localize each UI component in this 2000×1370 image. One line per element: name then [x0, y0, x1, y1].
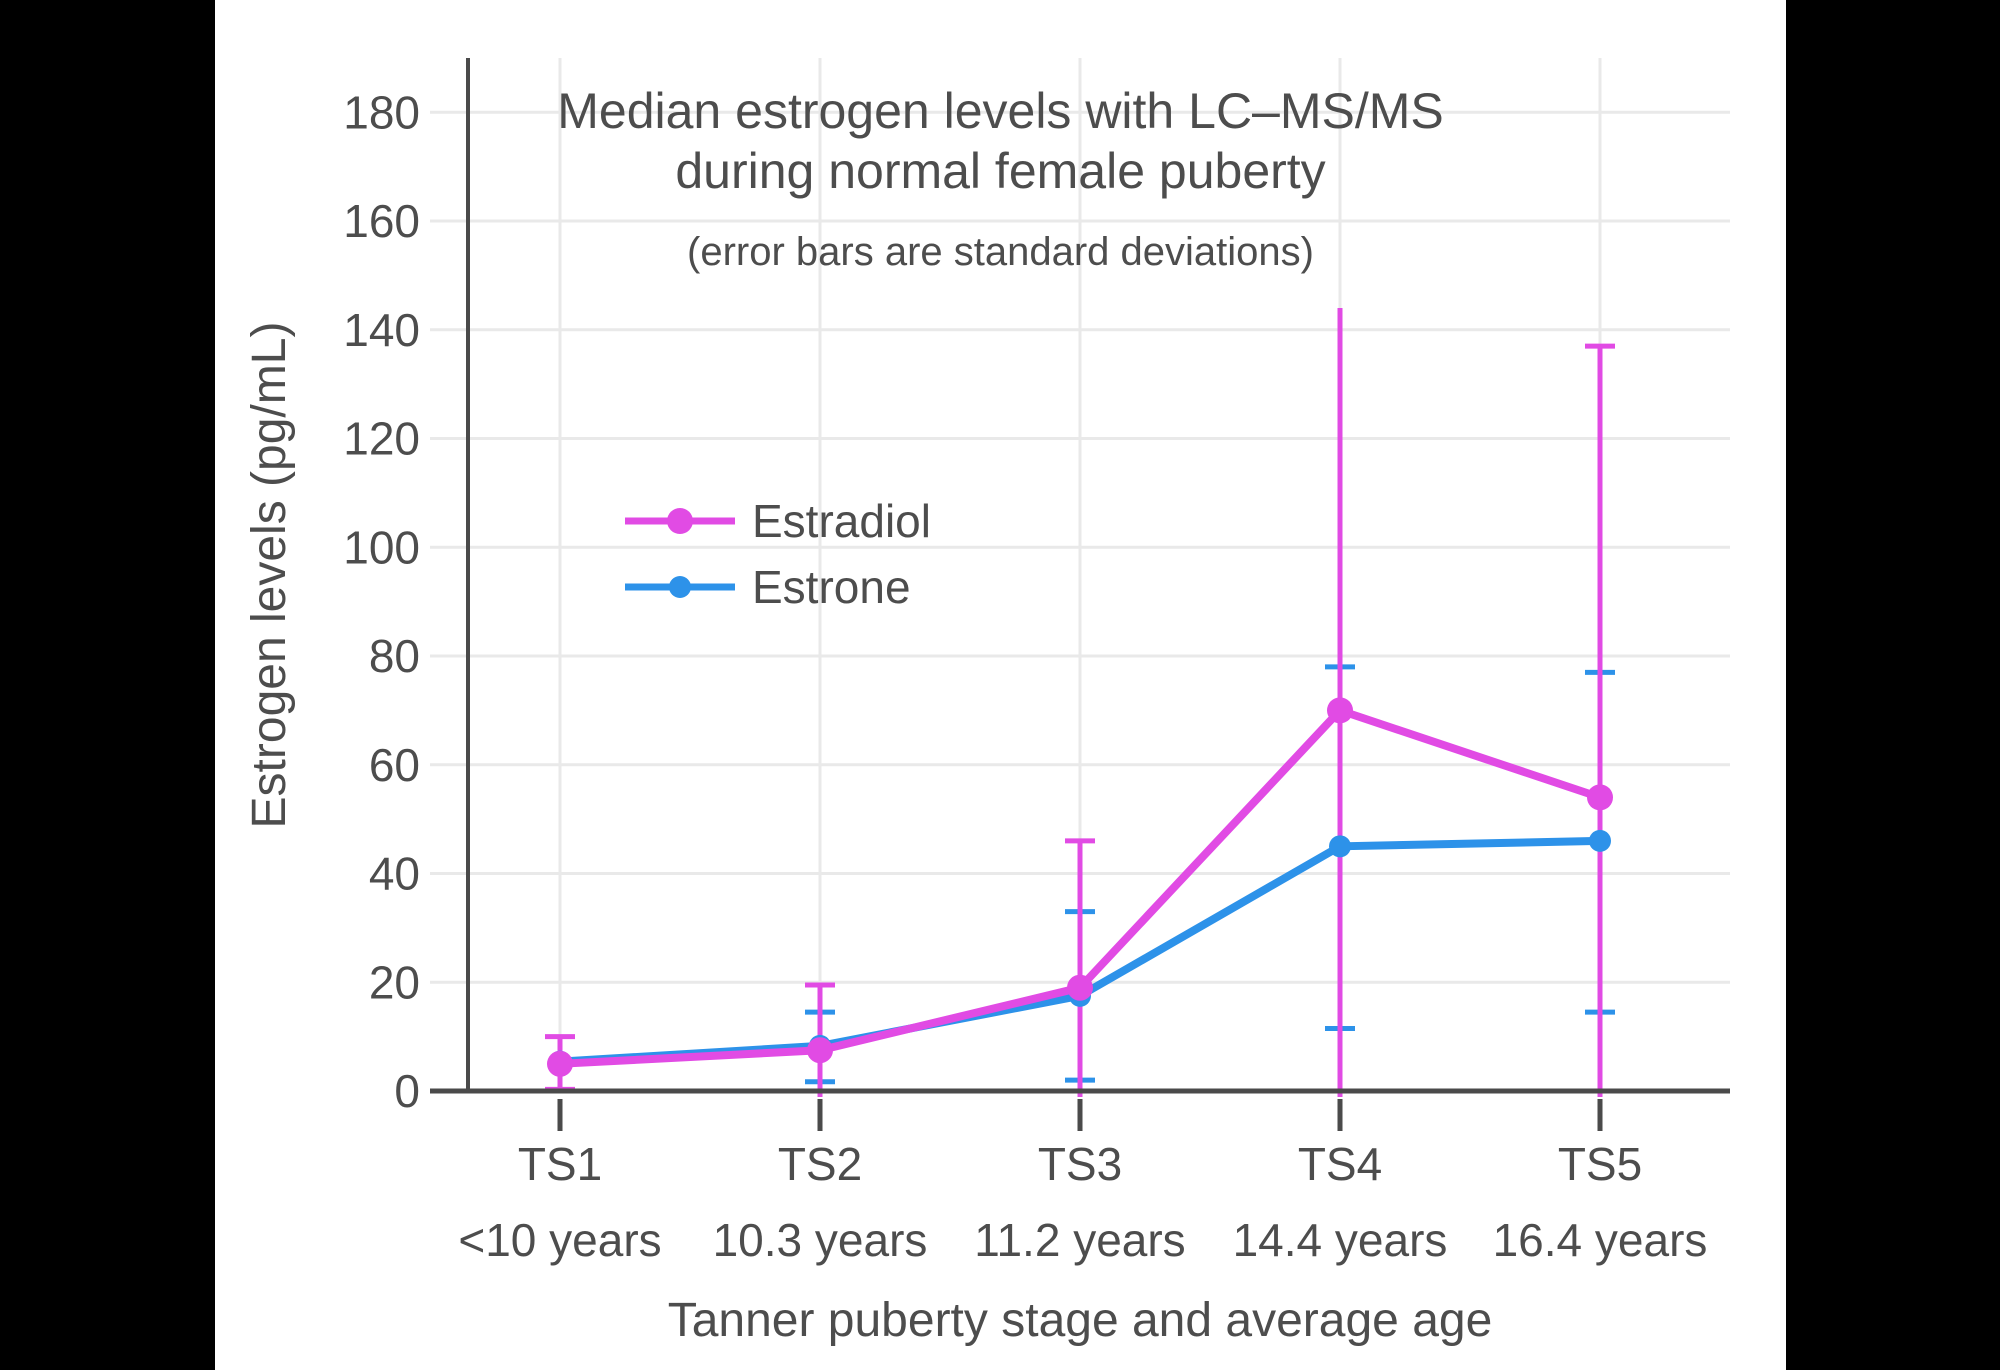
- data-point-estradiol-TS5: [1587, 784, 1613, 811]
- data-point-estradiol-TS3: [1067, 974, 1093, 1001]
- y-tick-label-180: 180: [343, 86, 420, 138]
- y-tick-label-160: 160: [343, 195, 420, 247]
- x-sublabel-TS2: 10.3 years: [713, 1214, 928, 1266]
- legend-marker-estrone: [669, 576, 691, 598]
- y-tick-label-100: 100: [343, 521, 420, 573]
- x-sublabel-TS3: 11.2 years: [974, 1214, 1185, 1266]
- x-sublabel-TS4: 14.4 years: [1233, 1214, 1448, 1266]
- y-tick-label-40: 40: [369, 848, 420, 900]
- chart-subtitle: (error bars are standard deviations): [687, 230, 1314, 274]
- y-tick-label-120: 120: [343, 413, 420, 465]
- legend-item-estradiol: [625, 508, 735, 534]
- legend-marker-estradiol: [667, 508, 693, 534]
- x-tick-label-TS4: TS4: [1298, 1138, 1382, 1190]
- x-axis-title: Tanner puberty stage and average age: [668, 1294, 1493, 1347]
- chart-title: Median estrogen levels with LC–MS/MS: [557, 83, 1444, 139]
- data-point-estradiol-TS4: [1327, 697, 1353, 724]
- data-point-estradiol-TS2: [807, 1037, 833, 1064]
- x-tick-label-TS5: TS5: [1558, 1138, 1642, 1190]
- chart-canvas: 0 20 40 60 80 100 120 140 160 180 TS1 TS2 TS3 TS4 TS5 <…: [215, 0, 1786, 1370]
- chart-title-line2: during normal female puberty: [675, 143, 1325, 199]
- series-estradiol: [547, 697, 1613, 1077]
- letterbox-right: [1786, 0, 2000, 1370]
- legend-item-estrone: [625, 576, 735, 598]
- y-tick-label-140: 140: [343, 304, 420, 356]
- y-tick-label-20: 20: [369, 956, 420, 1008]
- y-axis-title: Estrogen levels (pg/mL): [243, 322, 296, 829]
- data-point-estradiol-TS1: [547, 1050, 573, 1077]
- estrogen-levels-chart: 0 20 40 60 80 100 120 140 160 180 TS1 TS2 TS3 TS4 TS5 <…: [243, 58, 1730, 1347]
- y-tick-label-60: 60: [369, 739, 420, 791]
- data-point-estrone-TS5: [1589, 829, 1611, 852]
- x-tick-label-TS2: TS2: [778, 1138, 862, 1190]
- x-tick-label-TS1: TS1: [518, 1138, 602, 1190]
- x-sublabel-TS1: <10 years: [458, 1214, 661, 1266]
- y-tick-label-0: 0: [394, 1065, 420, 1117]
- letterbox-left: [0, 0, 215, 1370]
- legend-label-estradiol: Estradiol: [752, 495, 931, 547]
- data-point-estrone-TS4: [1329, 835, 1351, 858]
- x-tick-label-TS3: TS3: [1038, 1138, 1122, 1190]
- legend-label-estrone: Estrone: [752, 561, 911, 613]
- y-tick-label-80: 80: [369, 630, 420, 682]
- x-sublabel-TS5: 16.4 years: [1493, 1214, 1708, 1266]
